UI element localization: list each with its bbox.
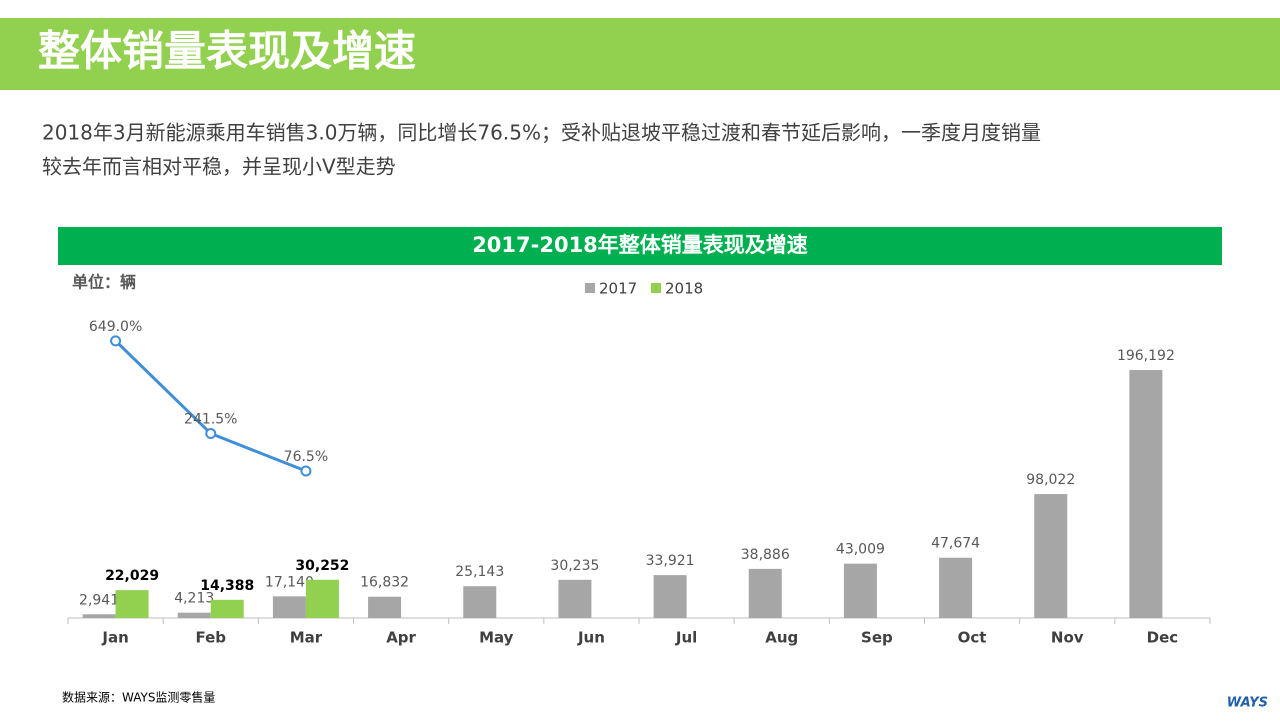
bar [272,596,306,618]
x-tick-label: Nov [1051,629,1084,647]
legend-label: 2017 [599,280,637,298]
legend-swatch [651,283,661,293]
growth-marker [110,335,122,347]
bar [82,614,116,618]
value-label: 16,832 [360,575,409,591]
value-label: 14,388 [200,578,254,594]
bar [653,575,687,618]
x-tick-label: May [479,629,514,647]
value-label: 25,143 [455,564,504,580]
value-label: 98,022 [1026,472,1075,488]
value-label: 4,213 [174,591,214,607]
value-label: 33,921 [646,553,695,569]
x-tick-label: Mar [290,629,323,647]
value-label: 38,886 [741,547,790,563]
x-tick-label: Sep [861,629,893,647]
bar [368,596,402,618]
value-label: 30,252 [295,558,349,574]
growth-label: 76.5% [284,449,328,465]
chart-title: 2017-2018年整体销量表现及增速 [472,233,808,257]
bar [939,557,973,618]
bar [115,590,149,618]
bar [177,612,211,618]
x-tick-label: Oct [958,629,987,647]
bar [1129,370,1163,618]
bar [210,599,244,618]
x-tick-label: Apr [386,629,416,647]
bar [305,579,339,618]
growth-marker [300,465,312,477]
x-tick-label: Aug [765,629,798,647]
value-label: 47,674 [931,536,980,552]
legend-label: 2018 [665,280,703,298]
growth-line [114,339,307,473]
x-tick-label: Jun [577,629,605,647]
x-tick-label: Jan [101,629,128,647]
logo: WAYS [1227,696,1268,711]
chart-title-band [58,227,1222,265]
bar [748,568,782,618]
growth-marker [205,428,217,440]
summary-line: 2018年3月新能源乘用车销售3.0万辆，同比增长76.5%；受补贴退坡平稳过渡… [42,121,1041,145]
source: 数据来源：WAYS监测零售量 [62,690,215,705]
x-tick-label: Feb [195,629,226,647]
header-title: 整体销量表现及增速 [38,27,416,76]
legend-swatch [585,283,595,293]
bar [843,563,877,618]
value-label: 2,941 [79,592,119,608]
unit-label: 单位：辆 [72,273,136,292]
bar [558,579,592,618]
value-label: 17,140 [265,574,314,590]
bar [1034,494,1068,618]
growth-label: 649.0% [89,319,142,335]
value-label: 30,235 [550,558,599,574]
growth-label: 241.5% [184,412,237,428]
x-tick-label: Dec [1147,629,1179,647]
summary-line: 较去年而言相对平稳，并呈现小V型走势 [42,155,396,179]
value-label: 43,009 [836,542,885,558]
header-band [0,18,1280,90]
bar [463,586,497,618]
value-label: 22,029 [105,568,159,584]
x-tick-label: Jul [675,629,697,647]
value-label: 196,192 [1117,348,1175,364]
